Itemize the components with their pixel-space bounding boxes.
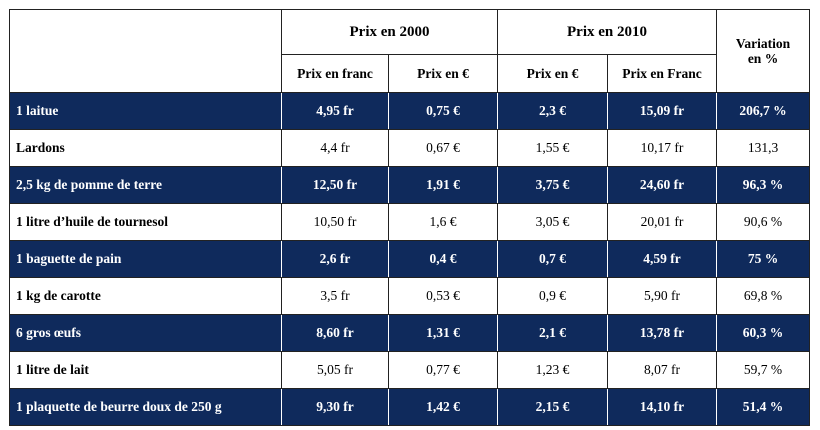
price-comparison-table: Prix en 2000 Prix en 2010 Variation en % … [9,9,810,426]
subheader-2010-franc: Prix en Franc [607,54,717,93]
header-row-groups: Prix en 2000 Prix en 2010 Variation en % [9,9,810,93]
prix-2000-franc: 4,95 fr [281,92,389,130]
subheader-2000-franc: Prix en franc [281,54,389,93]
table-row: 2,5 kg de pomme de terre 12,50 fr 1,91 €3,… [9,166,810,204]
variation-percent: 131,3 [716,129,810,167]
prix-2010-euro: 1,55 € [497,129,608,167]
item-label: 1 baguette de pain [9,240,282,278]
item-label: 2,5 kg de pomme de terre [9,166,282,204]
table-row: 1 laitue 4,95 fr 0,75 €2,3 €15,09 fr 206,7 … [9,92,810,130]
variation-percent: 96,3 % [716,166,810,204]
prix-2010-franc: 15,09 fr [607,92,717,130]
table-row: 1 litre d’huile de tournesol 10,50 fr 1,6 … [9,203,810,241]
variation-percent: 60,3 % [716,314,810,352]
table-row: 1 kg de carotte 3,5 fr 0,53 €0,9 €5,90 fr 6… [9,277,810,315]
prix-2010-euro: 2,1 € [497,314,608,352]
prix-2000-franc: 12,50 fr [281,166,389,204]
item-label: Lardons [9,129,282,167]
prix-2000-euro: 0,77 € [388,351,498,389]
prix-2000-euro: 0,67 € [388,129,498,167]
prix-2010-franc: 8,07 fr [607,351,717,389]
prix-2010-franc: 10,17 fr [607,129,717,167]
prix-2010-euro: 2,3 € [497,92,608,130]
prix-2010-euro: 2,15 € [497,388,608,426]
variation-percent: 59,7 % [716,351,810,389]
variation-percent: 75 % [716,240,810,278]
variation-percent: 51,4 % [716,388,810,426]
prix-2010-franc: 4,59 fr [607,240,717,278]
prix-2000-franc: 9,30 fr [281,388,389,426]
prix-2010-franc: 13,78 fr [607,314,717,352]
prix-2000-euro: 1,6 € [388,203,498,241]
variation-percent: 206,7 % [716,92,810,130]
item-label: 1 kg de carotte [9,277,282,315]
prix-2000-euro: 0,75 € [388,92,498,130]
prix-2010-franc: 14,10 fr [607,388,717,426]
prix-2000-franc: 8,60 fr [281,314,389,352]
item-label: 1 litre de lait [9,351,282,389]
prix-2000-euro: 0,53 € [388,277,498,315]
prix-2010-euro: 0,9 € [497,277,608,315]
prix-2000-euro: 1,91 € [388,166,498,204]
table-row: 1 baguette de pain 2,6 fr 0,4 €0,7 €4,59 f… [9,240,810,278]
variation-percent: 90,6 % [716,203,810,241]
prix-2010-euro: 0,7 € [497,240,608,278]
prix-2000-euro: 0,4 € [388,240,498,278]
prix-2010-euro: 3,75 € [497,166,608,204]
header-prix-2000: Prix en 2000 [281,9,498,55]
table-row: 6 gros œufs 8,60 fr 1,31 €2,1 €13,78 fr 60,… [9,314,810,352]
subheader-2010-euro: Prix en € [497,54,608,93]
prix-2010-euro: 1,23 € [497,351,608,389]
subheader-2000-euro: Prix en € [388,54,498,93]
variation-percent: 69,8 % [716,277,810,315]
prix-2000-franc: 4,4 fr [281,129,389,167]
header-prix-2010: Prix en 2010 [497,9,717,55]
prix-2000-euro: 1,31 € [388,314,498,352]
item-label: 1 litre d’huile de tournesol [9,203,282,241]
prix-2000-franc: 3,5 fr [281,277,389,315]
prix-2000-franc: 2,6 fr [281,240,389,278]
table-body: 1 laitue 4,95 fr 0,75 €2,3 €15,09 fr 206,7 … [9,92,810,426]
table-row: 1 plaquette de beurre doux de 250 g 9,30 … [9,388,810,426]
header-variation-text: Variation en % [735,36,791,66]
item-label: 1 plaquette de beurre doux de 250 g [9,388,282,426]
corner-header [9,9,282,93]
header-variation: Variation en % [716,9,810,93]
header-row-units: Prix en franc Prix en € Prix en € Prix e… [10,54,810,93]
table-row: 1 litre de lait 5,05 fr 0,77 €1,23 €8,07 f… [9,351,810,389]
prix-2010-franc: 5,90 fr [607,277,717,315]
item-label: 1 laitue [9,92,282,130]
table-row: Lardons 4,4 fr 0,67 €1,55 €10,17 fr 131,3 [9,129,810,167]
prix-2010-euro: 3,05 € [497,203,608,241]
prix-2000-franc: 10,50 fr [281,203,389,241]
prix-2000-franc: 5,05 fr [281,351,389,389]
prix-2010-franc: 24,60 fr [607,166,717,204]
prix-2000-euro: 1,42 € [388,388,498,426]
item-label: 6 gros œufs [9,314,282,352]
prix-2010-franc: 20,01 fr [607,203,717,241]
